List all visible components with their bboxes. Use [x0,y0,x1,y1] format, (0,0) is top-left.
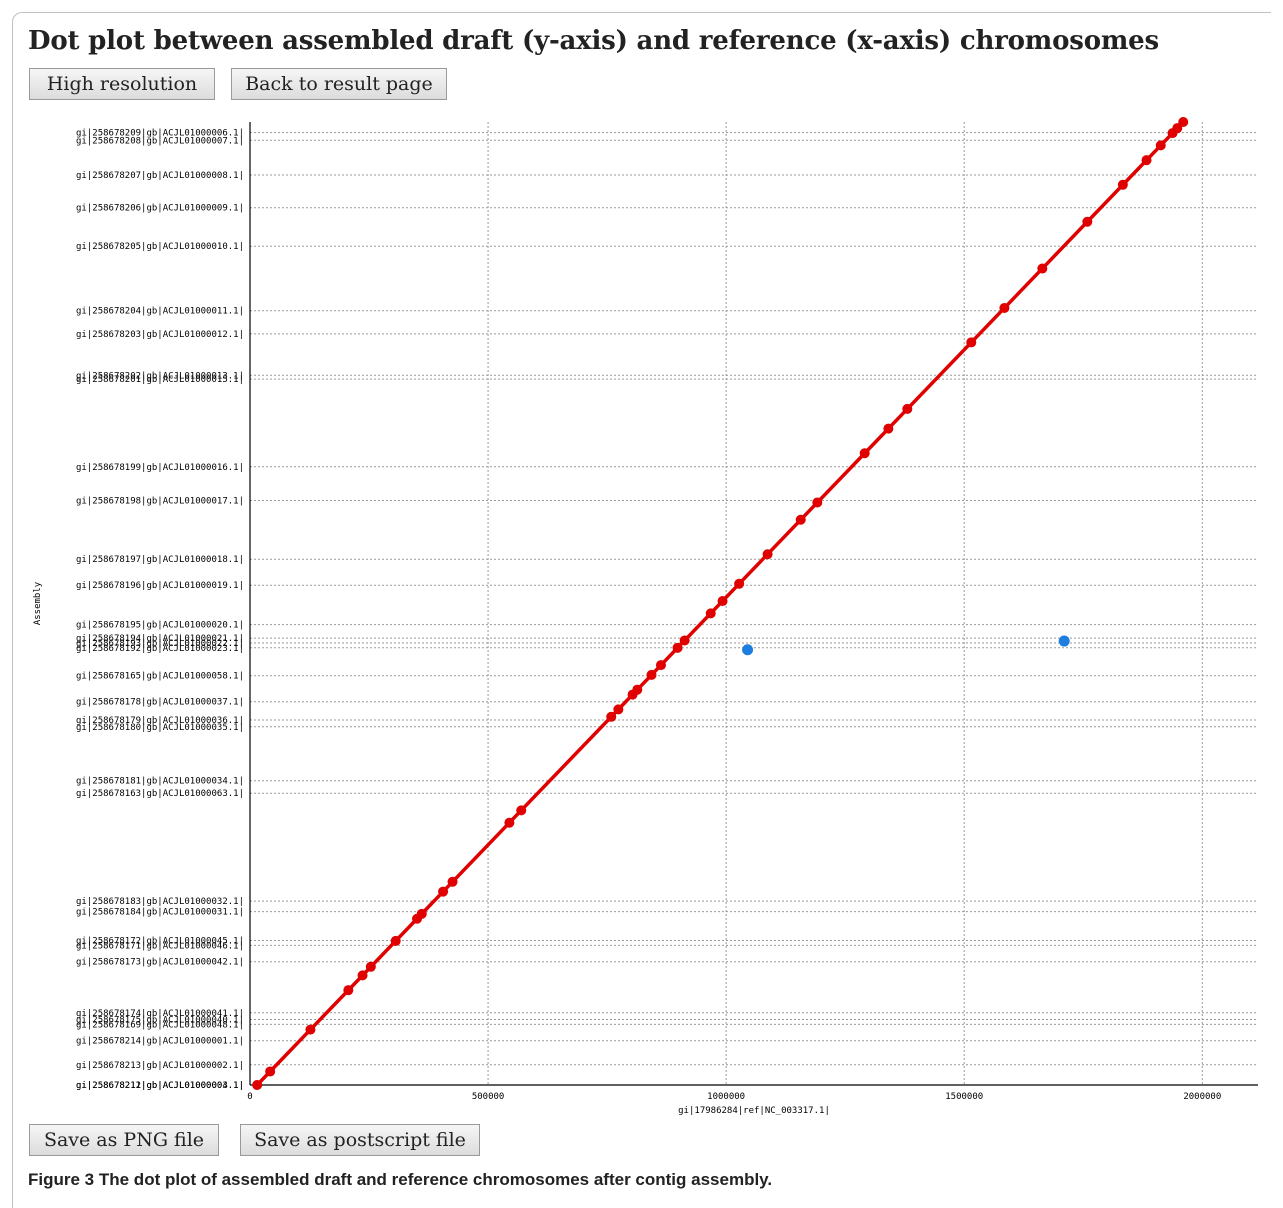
match-point [812,497,823,508]
y-tick-label: gi|258678175|gb|ACJL01000040.1| [76,1016,244,1026]
match-point [265,1066,276,1077]
y-tick-label: gi|258678163|gb|ACJL01000063.1| [76,789,244,799]
y-tick-label: gi|258678184|gb|ACJL01000031.1| [76,908,244,918]
y-tick-label: gi|258678165|gb|ACJL01000058.1| [76,672,244,682]
match-point [305,1024,316,1035]
high-resolution-button[interactable]: High resolution [29,68,215,100]
y-tick-label: gi|258678214|gb|ACJL01000001.1| [76,1037,244,1047]
match-point [672,642,683,653]
y-tick-label: gi|258678211|gb|ACJL01000004.1| [76,1081,244,1091]
match-point [655,660,666,671]
match-point [966,337,977,348]
x-tick-label: 2000000 [1183,1092,1221,1102]
y-tick-label: gi|258678174|gb|ACJL01000041.1| [76,1009,244,1019]
match-point [1155,140,1166,151]
match-point [1141,155,1152,166]
y-tick-label: gi|258678172|gb|ACJL01000045.1| [76,937,244,947]
match-point [516,805,527,816]
y-tick-label: gi|258678199|gb|ACJL01000016.1| [76,463,244,473]
y-tick-label: gi|258678197|gb|ACJL01000018.1| [76,555,244,565]
back-to-result-page-button[interactable]: Back to result page [231,68,447,100]
y-tick-label: gi|258678198|gb|ACJL01000017.1| [76,496,244,506]
match-point [999,302,1010,313]
y-tick-label: gi|258678171|gb|ACJL01000046.1| [76,941,244,951]
y-tick-label: gi|258678208|gb|ACJL01000007.1| [76,136,244,146]
y-axis-title: Assembly [33,581,43,625]
outlier-series [742,635,1070,656]
y-tick-label: gi|258678212|gb|ACJL01000003.1| [76,1081,244,1091]
match-series [252,117,1189,1090]
match-point [613,704,624,715]
match-point [734,578,745,589]
y-tick-label: gi|258678196|gb|ACJL01000019.1| [76,581,244,591]
y-tick-label: gi|258678179|gb|ACJL01000036.1| [76,716,244,726]
save-as-postscript-button[interactable]: Save as postscript file [240,1124,480,1156]
x-tick-label: 1000000 [707,1092,745,1102]
y-tick-label: gi|258678192|gb|ACJL01000023.1| [76,644,244,654]
match-point [632,684,643,695]
match-point [343,985,354,996]
match-point [902,403,913,414]
match-point [705,608,716,619]
y-tick-label: gi|258678203|gb|ACJL01000012.1| [76,330,244,340]
y-tick-label: gi|258678173|gb|ACJL01000042.1| [76,958,244,968]
match-point [795,514,806,525]
match-point [1037,263,1048,274]
match-point [1172,123,1183,134]
x-axis-ticks: 0 500000 1000000 1500000 2000000 [247,1092,1221,1102]
y-tick-label: gi|258678169|gb|ACJL01000048.1| [76,1020,244,1030]
y-tick-label: gi|258678206|gb|ACJL01000009.1| [76,204,244,214]
y-tick-label: gi|258678205|gb|ACJL01000010.1| [76,242,244,252]
save-as-png-button[interactable]: Save as PNG file [29,1124,219,1156]
y-axis-labels: gi|258678209|gb|ACJL01000006.1|gi|258678… [76,129,244,1091]
match-point [1178,117,1189,127]
y-tick-label: gi|258678209|gb|ACJL01000006.1| [76,129,244,139]
match-point [883,423,894,434]
x-tick-label: 0 [247,1092,252,1102]
y-tick-label: gi|258678202|gb|ACJL01000013.1| [76,371,244,381]
figure-caption: Figure 3 The dot plot of assembled draft… [28,1170,772,1190]
match-point [1117,179,1128,190]
match-point [365,961,376,972]
match-point [438,886,449,897]
match-point [762,549,773,560]
match-point [679,635,690,646]
match-point [717,596,728,607]
match-point [606,711,617,722]
dot-plot: gi|258678209|gb|ACJL01000006.1|gi|258678… [33,117,1258,1116]
figure-frame [12,12,1271,1208]
figure-caption-label: Figure 3 [28,1170,95,1189]
y-tick-label: gi|258678201|gb|ACJL01000015.1| [76,375,244,385]
x-tick-label: 500000 [472,1092,505,1102]
outlier-point [742,644,754,656]
page-title: Dot plot between assembled draft (y-axis… [28,26,1159,56]
y-tick-label: gi|258678181|gb|ACJL01000034.1| [76,777,244,787]
outlier-point [1058,635,1070,647]
match-point [504,817,515,828]
y-tick-label: gi|258678183|gb|ACJL01000032.1| [76,897,244,907]
y-tick-label: gi|258678204|gb|ACJL01000011.1| [76,307,244,317]
figure-caption-text: The dot plot of assembled draft and refe… [98,1170,773,1189]
x-tick-label: 1500000 [945,1092,983,1102]
x-axis-title: gi|17986284|ref|NC_003317.1| [678,1106,830,1116]
axes [249,122,1258,1086]
match-point [416,908,427,919]
match-point [859,448,870,459]
match-point [646,669,657,680]
y-tick-label: gi|258678195|gb|ACJL01000020.1| [76,621,244,631]
match-point [390,935,401,946]
match-point [357,970,368,981]
y-tick-label: gi|258678193|gb|ACJL01000022.1| [76,639,244,649]
y-tick-label: gi|258678213|gb|ACJL01000002.1| [76,1061,244,1071]
y-tick-label: gi|258678180|gb|ACJL01000035.1| [76,723,244,733]
y-tick-label: gi|258678207|gb|ACJL01000008.1| [76,171,244,181]
grid [250,122,1258,1086]
match-point [447,876,458,887]
y-tick-label: gi|258678194|gb|ACJL01000021.1| [76,634,244,644]
match-point [252,1080,263,1090]
y-tick-label: gi|258678178|gb|ACJL01000037.1| [76,698,244,708]
match-point [1082,216,1093,227]
